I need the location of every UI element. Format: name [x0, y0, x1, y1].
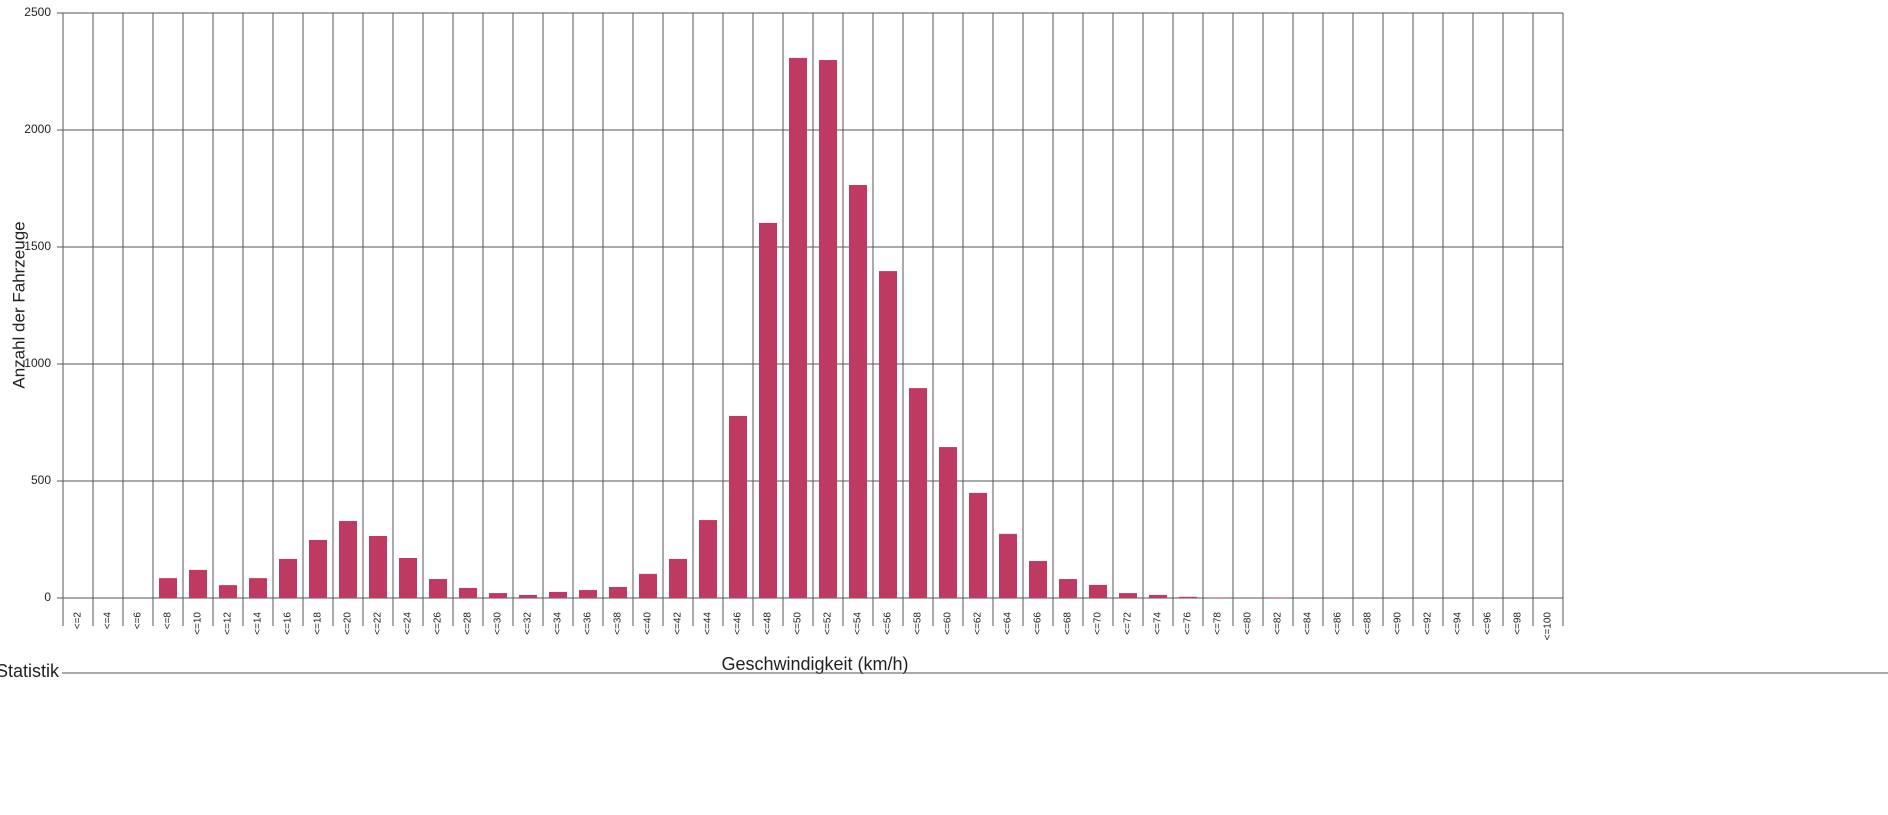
- bar: [1089, 584, 1107, 598]
- bar: [489, 593, 507, 598]
- x-tick-label: <=14: [253, 612, 264, 635]
- section-label: Statistik: [0, 661, 60, 681]
- x-tick-label: <=74: [1153, 612, 1164, 635]
- bar: [819, 60, 837, 599]
- x-tick-label: <=98: [1513, 612, 1524, 635]
- y-tick-label: 0: [44, 590, 51, 604]
- x-tick-label: <=56: [883, 612, 894, 635]
- x-tick-label: <=30: [493, 612, 504, 635]
- x-tick-label: <=100: [1543, 612, 1554, 641]
- x-tick-label: <=66: [1033, 612, 1044, 635]
- x-tick-label: <=88: [1363, 612, 1374, 635]
- x-tick-label: <=46: [733, 612, 744, 635]
- bar: [879, 271, 897, 598]
- bar: [909, 388, 927, 598]
- y-tick-label: 500: [31, 473, 51, 487]
- x-tick-label: <=48: [763, 612, 774, 635]
- bar: [399, 557, 417, 598]
- x-tick-label: <=42: [673, 612, 684, 635]
- x-tick-label: <=50: [793, 612, 804, 635]
- bar: [339, 521, 357, 598]
- x-tick-label: <=36: [583, 612, 594, 635]
- bar: [939, 447, 957, 598]
- x-tick-label: <=40: [643, 612, 654, 635]
- bar: [639, 573, 657, 598]
- x-tick-label: <=78: [1213, 612, 1224, 635]
- bar: [999, 533, 1017, 598]
- x-tick-label: <=52: [823, 612, 834, 635]
- bar: [429, 579, 447, 598]
- bar: [579, 590, 597, 598]
- y-tick-label: 1500: [24, 239, 51, 253]
- x-tick-label: <=58: [913, 612, 924, 635]
- x-tick-label: <=96: [1483, 612, 1494, 635]
- x-tick-label: <=82: [1273, 612, 1284, 635]
- x-tick-label: <=32: [523, 612, 534, 635]
- x-tick-label: <=94: [1453, 612, 1464, 635]
- bar: [549, 591, 567, 598]
- bar: [459, 587, 477, 598]
- x-tick-label: <=20: [343, 612, 354, 635]
- bar: [699, 520, 717, 598]
- x-tick-label: <=12: [223, 612, 234, 635]
- x-tick-label: <=18: [313, 612, 324, 635]
- x-tick-label: <=24: [403, 612, 414, 635]
- bar: [189, 569, 207, 598]
- x-axis-label: Geschwindigkeit (km/h): [721, 654, 908, 674]
- bar: [789, 57, 807, 599]
- x-tick-label: <=26: [433, 612, 444, 635]
- x-tick-label: <=16: [283, 612, 294, 635]
- y-axis-label: Anzahl der Fahrzeuge: [9, 221, 28, 388]
- bar: [1059, 579, 1077, 598]
- x-tick-label: <=28: [463, 612, 474, 635]
- x-tick-label: <=62: [973, 612, 984, 635]
- bar: [1179, 596, 1197, 598]
- bar: [609, 587, 627, 598]
- bar: [309, 539, 327, 598]
- bar: [519, 594, 537, 598]
- bar: [159, 578, 177, 598]
- y-tick-label: 1000: [24, 356, 51, 370]
- bar: [1119, 593, 1137, 598]
- x-tick-label: <=54: [853, 612, 864, 635]
- bar: [219, 585, 237, 598]
- bar: [249, 578, 267, 598]
- bar: [1029, 561, 1047, 598]
- bar: [279, 558, 297, 598]
- x-tick-label: <=44: [703, 612, 714, 635]
- bar: [759, 222, 777, 598]
- x-tick-label: <=76: [1183, 612, 1194, 635]
- x-tick-label: <=60: [943, 612, 954, 635]
- x-tick-label: <=92: [1423, 612, 1434, 635]
- x-tick-label: <=68: [1063, 612, 1074, 635]
- x-tick-label: <=80: [1243, 612, 1254, 635]
- x-tick-label: <=38: [613, 612, 624, 635]
- x-tick-label: <=72: [1123, 612, 1134, 635]
- x-tick-label: <=22: [373, 612, 384, 635]
- bar: [849, 184, 867, 599]
- bar: [369, 535, 387, 598]
- x-tick-label: <=84: [1303, 612, 1314, 635]
- bar: [969, 492, 987, 598]
- bar: [729, 415, 747, 598]
- x-tick-label: <=6: [133, 612, 144, 630]
- x-tick-label: <=8: [163, 612, 174, 630]
- bar: [1149, 594, 1167, 598]
- x-tick-label: <=86: [1333, 612, 1344, 635]
- y-tick-label: 2000: [24, 122, 51, 136]
- y-tick-label: 2500: [24, 5, 51, 19]
- x-tick-label: <=64: [1003, 612, 1014, 635]
- bar: [669, 558, 687, 598]
- x-tick-label: <=2: [73, 612, 84, 630]
- x-tick-label: <=90: [1393, 612, 1404, 635]
- x-tick-label: <=34: [553, 612, 564, 635]
- x-tick-label: <=4: [103, 612, 114, 630]
- x-tick-label: <=70: [1093, 612, 1104, 635]
- x-tick-label: <=10: [193, 612, 204, 635]
